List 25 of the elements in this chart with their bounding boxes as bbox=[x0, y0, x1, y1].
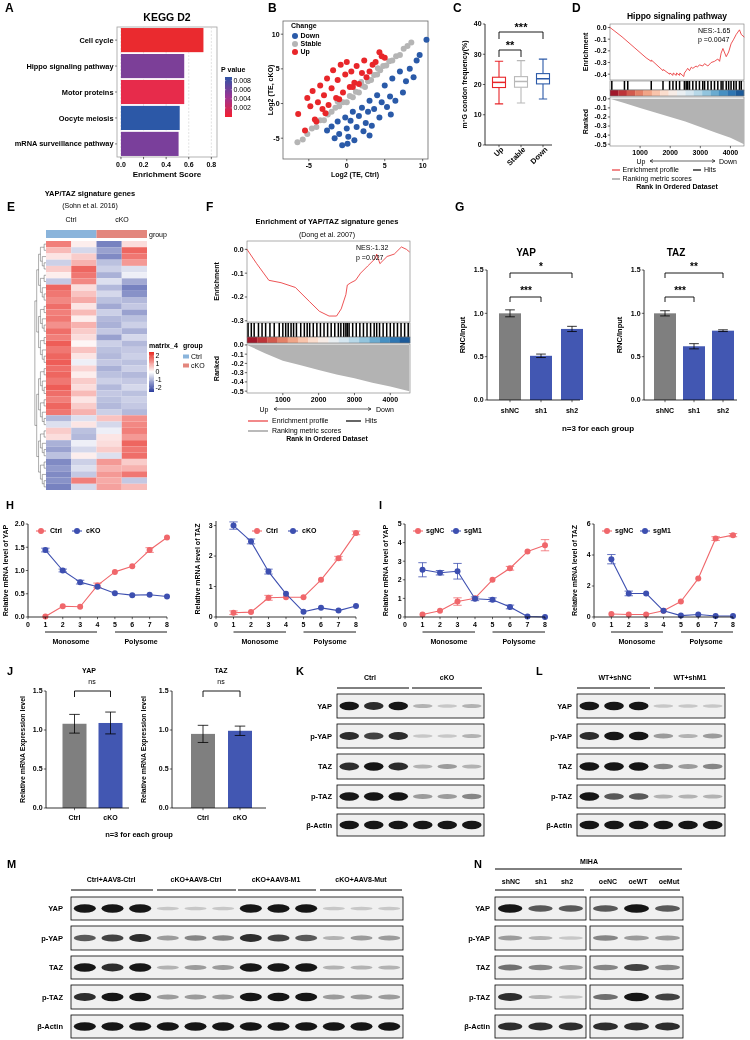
annotation: * bbox=[539, 261, 544, 272]
chart-title: TAZ bbox=[666, 247, 686, 258]
chart-title: YAP bbox=[516, 247, 537, 258]
text: H bbox=[6, 499, 14, 511]
text: L bbox=[536, 665, 543, 677]
annotation: *** bbox=[514, 21, 529, 33]
annotation: ** bbox=[505, 39, 515, 51]
text: G bbox=[455, 200, 465, 214]
text: I bbox=[379, 499, 383, 511]
text: N bbox=[474, 858, 482, 870]
text: K bbox=[296, 665, 304, 677]
x-axis-title: Enrichment Score bbox=[132, 170, 202, 179]
text: M bbox=[7, 858, 17, 870]
text: C bbox=[453, 1, 462, 15]
annotation: *** bbox=[520, 285, 532, 296]
annotation: ** bbox=[690, 261, 698, 272]
text: A bbox=[5, 1, 14, 15]
text: E bbox=[7, 200, 16, 214]
chart-title: KEGG D2 bbox=[143, 11, 191, 23]
text: B bbox=[268, 1, 277, 15]
text: D bbox=[572, 1, 581, 15]
text: F bbox=[206, 200, 214, 214]
text: n=3 for each group bbox=[561, 424, 635, 433]
annotation: *** bbox=[674, 285, 686, 296]
text: J bbox=[7, 665, 14, 677]
